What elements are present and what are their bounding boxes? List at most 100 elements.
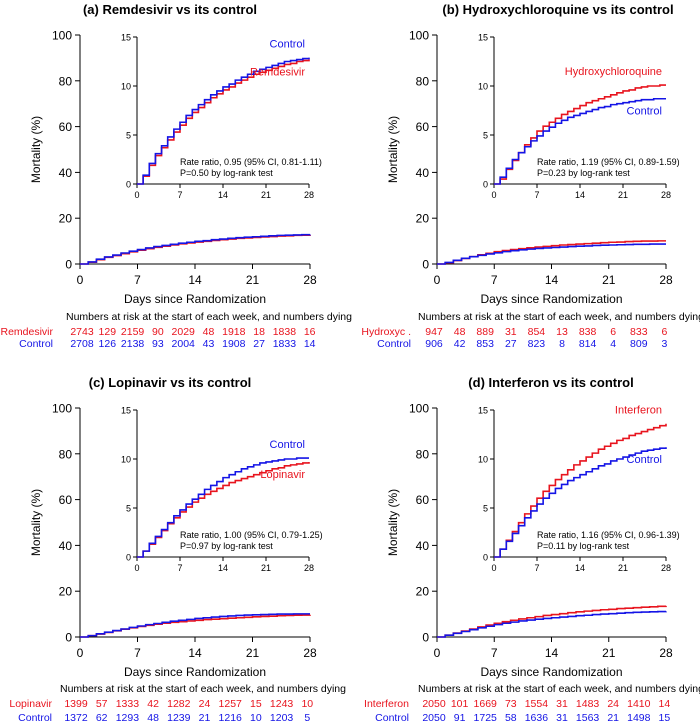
risk-cell: 1669 — [474, 698, 498, 710]
series-line-control — [437, 243, 666, 265]
p-value-text: P=0.11 by log-rank test — [537, 541, 630, 551]
inset-label-control: Control — [627, 454, 662, 466]
risk-cell: 42 — [147, 698, 159, 710]
inset-x-tick-label: 14 — [575, 563, 585, 573]
inset-series-line-control — [137, 457, 309, 558]
x-tick-label: 21 — [246, 646, 260, 660]
risk-cell: 853 — [476, 338, 494, 350]
inset-x-tick-label: 14 — [218, 190, 228, 200]
inset-label-treated: Remdesivir — [250, 67, 305, 79]
panel-c: (c) Lopinavir vs its control020406080100… — [9, 375, 346, 724]
risk-cell: 1239 — [167, 712, 191, 724]
risk-cell: 1216 — [219, 712, 243, 724]
y-tick-label: 60 — [59, 120, 73, 134]
risk-cell: 889 — [476, 326, 494, 338]
inset-y-tick-label: 10 — [478, 455, 488, 465]
risk-cell: 10 — [301, 698, 313, 710]
x-tick-label: 28 — [659, 646, 673, 660]
risk-row-label: Control — [377, 338, 411, 350]
risk-cell: 2050 — [422, 698, 446, 710]
inset-series-line-control — [494, 97, 666, 185]
risk-cell: 31 — [505, 326, 517, 338]
risk-cell: 1243 — [270, 698, 294, 710]
inset-y-tick-label: 5 — [126, 131, 131, 141]
risk-cell: 58 — [505, 712, 517, 724]
risk-cell: 15 — [659, 712, 671, 724]
risk-row-label: Lopinavir — [9, 698, 52, 710]
risk-cell: 126 — [99, 338, 117, 350]
risk-cell: 1372 — [64, 712, 88, 724]
risk-cell: 10 — [250, 712, 262, 724]
inset-label-treated: Lopinavir — [260, 469, 305, 481]
risk-cell: 57 — [96, 698, 108, 710]
inset-y-tick-label: 0 — [483, 180, 488, 190]
risk-cell: 1410 — [627, 698, 651, 710]
risk-cell: 43 — [203, 338, 215, 350]
inset-y-tick-label: 0 — [126, 180, 131, 190]
inset-x-tick-label: 28 — [661, 190, 671, 200]
y-tick-label: 40 — [416, 166, 430, 180]
risk-cell: 5 — [304, 712, 310, 724]
risk-cell: 6 — [610, 326, 616, 338]
x-tick-label: 0 — [77, 646, 84, 660]
inset-series-line-control — [137, 57, 310, 185]
inset-x-tick-label: 21 — [261, 563, 271, 573]
risk-cell: 93 — [152, 338, 164, 350]
y-axis-label: Mortality (%) — [29, 116, 43, 183]
inset-chart: 0 5 10 15 0 7 14 21 28 Remdesivir Control Rate rati… — [121, 33, 322, 201]
inset-x-tick-label: 0 — [491, 563, 496, 573]
inset-label-treated: Interferon — [615, 405, 662, 417]
risk-cell: 8 — [559, 338, 565, 350]
risk-row-label: Control — [375, 712, 409, 724]
panel-d: (d) Interferon vs its control 0 20 40 60 80 10… — [364, 375, 700, 724]
inset-y-tick-label: 15 — [478, 406, 488, 416]
risk-table-header: Numbers at risk at the start of each wee… — [418, 683, 700, 695]
risk-cell: 2004 — [172, 338, 196, 350]
inset-x-tick-label: 28 — [304, 190, 314, 200]
x-axis-label: Days since Randomization — [480, 292, 622, 306]
risk-cell: 1918 — [222, 326, 246, 338]
risk-cell: 21 — [199, 712, 211, 724]
series-line-control — [80, 613, 310, 638]
risk-cell: 1838 — [273, 326, 297, 338]
inset-series-line-control — [494, 447, 667, 558]
risk-table-header: Numbers at risk at the start of each wee… — [60, 683, 346, 695]
x-tick-label: 21 — [602, 646, 616, 660]
risk-table-header: Numbers at risk at the start of each wee… — [418, 311, 700, 323]
panel-title: (b) Hydroxychloroquine vs its control — [442, 2, 673, 17]
x-tick-label: 28 — [659, 273, 673, 287]
risk-cell: 1333 — [116, 698, 140, 710]
inset-y-tick-label: 10 — [478, 82, 488, 92]
y-tick-label: 20 — [416, 212, 430, 226]
risk-cell: 1498 — [627, 712, 651, 724]
risk-cell: 1293 — [116, 712, 140, 724]
risk-cell: 101 — [451, 698, 469, 710]
y-tick-label: 0 — [422, 258, 429, 272]
risk-cell: 27 — [253, 338, 265, 350]
y-tick-label: 80 — [59, 447, 73, 461]
inset-x-tick-label: 28 — [661, 563, 671, 573]
y-tick-label: 100 — [409, 402, 429, 416]
risk-cell: 1257 — [219, 698, 243, 710]
risk-cell: 14 — [659, 698, 671, 710]
risk-cell: 2159 — [121, 326, 145, 338]
risk-table: Numbers at risk at the start of each wee… — [364, 683, 700, 724]
risk-row-label: Remdesivir — [0, 326, 53, 338]
rate-ratio-text: Rate ratio, 0.95 (95% CI, 0.81-1.11) — [180, 157, 322, 167]
x-tick-label: 7 — [491, 646, 498, 660]
risk-cell: 90 — [152, 326, 164, 338]
series-line-treated — [80, 234, 311, 265]
risk-cell: 129 — [99, 326, 117, 338]
y-tick-label: 0 — [422, 631, 429, 645]
inset-y-tick-label: 0 — [126, 553, 131, 563]
y-tick-label: 0 — [65, 631, 72, 645]
x-tick-label: 0 — [77, 273, 84, 287]
risk-table: Numbers at risk at the start of each wee… — [0, 311, 352, 350]
y-tick-label: 100 — [52, 29, 72, 43]
inset-x-tick-label: 14 — [218, 563, 228, 573]
inset-y-tick-label: 5 — [126, 504, 131, 514]
risk-row-label: Control — [19, 338, 53, 350]
risk-cell: 48 — [203, 326, 215, 338]
x-axis-label: Days since Randomization — [480, 665, 622, 679]
